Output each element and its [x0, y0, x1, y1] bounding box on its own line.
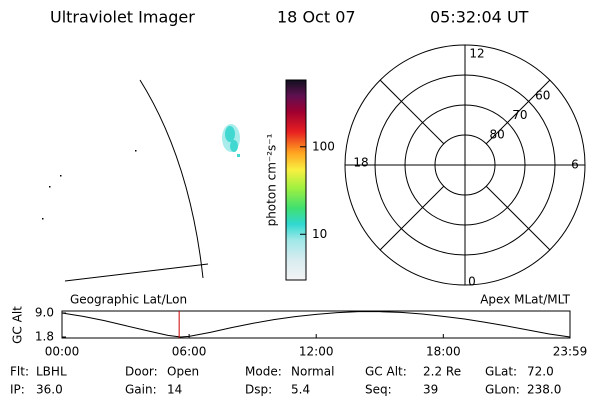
ring-label: 70 — [512, 108, 527, 122]
field-key: Gain: — [125, 383, 157, 397]
right-title: Apex MLat/MLT — [480, 293, 570, 307]
field-value: 14 — [167, 383, 182, 397]
y-tick-label: 9.0 — [35, 306, 54, 320]
polar-diagonal — [379, 185, 445, 251]
field-value: LBHL — [36, 365, 67, 379]
field-value: Open — [167, 365, 199, 379]
field-key: GLon: — [485, 383, 520, 397]
field-key: Flt: — [10, 365, 29, 379]
field-value: 39 — [423, 383, 438, 397]
stars — [42, 150, 137, 220]
x-tick-label: 18:00 — [426, 345, 461, 359]
left-title: Geographic Lat/Lon — [70, 293, 187, 307]
colorbar-label: photon cm⁻²s⁻¹ — [265, 133, 279, 226]
field-key: Seq: — [365, 383, 392, 397]
y-axis-label: GC Alt — [11, 306, 25, 344]
field-value: 2.2 Re — [423, 365, 461, 379]
field-value: 238.0 — [527, 383, 561, 397]
polar-diagonal — [379, 79, 445, 145]
ring-label: 60 — [535, 89, 550, 103]
field-value: 72.0 — [527, 365, 554, 379]
field-key: GLat: — [485, 365, 517, 379]
mlt-label: 18 — [353, 156, 368, 170]
x-tick-label: 12:00 — [299, 345, 334, 359]
mlt-label: 0 — [468, 275, 476, 289]
field-key: Mode: — [245, 365, 282, 379]
field-value: Normal — [291, 365, 334, 379]
field-key: Door: — [125, 365, 158, 379]
instrument: Ultraviolet Imager — [50, 8, 195, 27]
x-tick-label: 23:59 — [553, 345, 588, 359]
time: 05:32:04 UT — [430, 8, 529, 27]
colorbar-tick-label: 100 — [312, 139, 335, 153]
field-key: GC Alt: — [365, 365, 407, 379]
polar-diagonal — [485, 79, 551, 145]
image-panel — [42, 79, 240, 282]
colorbar-tick-label: 10 — [312, 227, 327, 241]
mlt-label: 6 — [571, 158, 579, 172]
aurora — [222, 124, 240, 157]
x-tick-label: 00:00 — [45, 345, 80, 359]
y-tick-label: 1.8 — [35, 330, 54, 344]
field-key: Dsp: — [245, 383, 272, 397]
field-value: 5.4 — [291, 383, 310, 397]
x-tick-label: 06:00 — [172, 345, 207, 359]
date: 18 Oct 07 — [277, 8, 356, 27]
alt-plot-frame — [61, 310, 571, 339]
alt-line — [61, 310, 571, 338]
field-value: 36.0 — [36, 383, 63, 397]
terminator — [64, 263, 209, 282]
ring-label: 80 — [489, 128, 504, 142]
mlt-label: 12 — [469, 47, 484, 61]
colorbar — [285, 79, 307, 281]
polar-diagonal — [485, 185, 551, 251]
limb — [139, 79, 204, 279]
field-key: IP: — [10, 383, 25, 397]
